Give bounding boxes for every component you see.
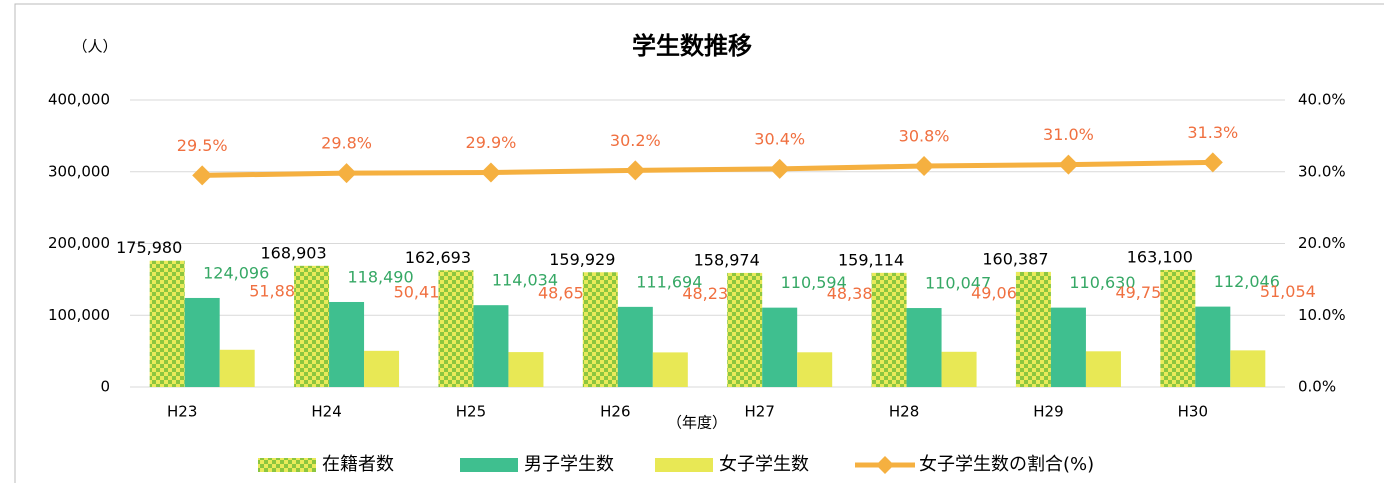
legend-label: 男子学生数 xyxy=(524,454,614,475)
data-label: 160,387 xyxy=(982,249,1048,268)
legend-label: 女子学生数 xyxy=(719,454,809,475)
y2-tick-label: 30.0% xyxy=(1298,162,1346,180)
legend-label: 在籍者数 xyxy=(322,454,394,475)
data-label: 29.5% xyxy=(177,136,228,155)
data-label: 48,659 xyxy=(538,284,594,303)
y2-tick-label: 10.0% xyxy=(1298,306,1346,324)
line-marker xyxy=(336,163,357,184)
line-marker xyxy=(1202,152,1223,173)
data-label: 48,380 xyxy=(827,284,883,303)
line-marker xyxy=(192,165,213,186)
bar xyxy=(617,306,653,387)
bar xyxy=(1160,269,1196,387)
bar xyxy=(871,272,907,387)
legend-marker xyxy=(876,456,894,474)
bar xyxy=(1230,350,1266,387)
line-marker xyxy=(1058,154,1079,175)
x-tick-label: H24 xyxy=(311,403,341,421)
y2-tick-label: 0.0% xyxy=(1298,378,1336,396)
data-label: 175,980 xyxy=(116,238,182,257)
y-tick-label: 400,000 xyxy=(48,91,110,109)
x-tick-label: H25 xyxy=(456,403,486,421)
data-label: 49,757 xyxy=(1115,283,1171,302)
data-label: 168,903 xyxy=(260,243,326,262)
bar xyxy=(1195,306,1231,387)
x-tick-label: H29 xyxy=(1033,403,1063,421)
line-marker xyxy=(769,158,790,179)
chart-title: 学生数推移 xyxy=(632,32,752,60)
legend-swatch xyxy=(460,458,518,472)
bar xyxy=(149,260,185,387)
y2-tick-label: 40.0% xyxy=(1298,91,1346,109)
line xyxy=(202,159,1213,178)
data-label: 118,490 xyxy=(347,267,413,286)
bar xyxy=(294,265,330,387)
frame xyxy=(14,3,1384,483)
bar xyxy=(508,352,544,387)
y-tick-label: 100,000 xyxy=(48,306,110,324)
bar xyxy=(1085,351,1121,387)
data-label: 163,100 xyxy=(1127,247,1193,266)
bar xyxy=(438,270,474,387)
data-label: 159,114 xyxy=(838,250,904,269)
bar xyxy=(762,307,798,387)
bar xyxy=(652,352,688,387)
bar xyxy=(906,308,942,387)
x-axis-label: （年度） xyxy=(667,414,727,432)
bar xyxy=(219,349,255,387)
data-label: 51,884 xyxy=(249,281,305,300)
line-marker xyxy=(480,162,501,183)
y-tick-label: 0 xyxy=(100,378,110,396)
data-label: 29.8% xyxy=(321,134,372,153)
x-tick-label: H28 xyxy=(889,403,919,421)
data-label: 159,929 xyxy=(549,250,615,269)
legend-swatch xyxy=(258,458,316,472)
bar xyxy=(727,272,763,387)
bar xyxy=(797,352,833,387)
x-tick-label: H30 xyxy=(1178,403,1208,421)
data-label: 124,096 xyxy=(203,263,269,282)
bar xyxy=(1015,271,1051,387)
bar xyxy=(329,301,365,387)
data-label: 114,034 xyxy=(492,271,558,290)
bar xyxy=(473,305,509,387)
bar xyxy=(184,297,220,387)
data-label: 110,047 xyxy=(925,274,991,293)
data-label: 110,594 xyxy=(781,273,847,292)
data-label: 112,046 xyxy=(1214,272,1280,291)
bar xyxy=(582,272,618,387)
bar xyxy=(941,351,977,387)
legend-swatch xyxy=(655,458,713,472)
bar xyxy=(1050,307,1086,387)
bar xyxy=(364,350,400,387)
legend-label: 女子学生数の割合(%) xyxy=(919,454,1094,475)
data-label: 51,054 xyxy=(1260,282,1316,301)
y-axis-label: （人） xyxy=(72,38,117,56)
data-label: 158,974 xyxy=(694,250,760,269)
line-marker xyxy=(914,156,935,177)
x-tick-label: H26 xyxy=(600,403,630,421)
data-label: 162,693 xyxy=(405,248,471,267)
data-label: 30.8% xyxy=(899,127,950,146)
data-label: 30.4% xyxy=(754,129,805,148)
data-label: 111,694 xyxy=(636,272,702,291)
data-label: 48,235 xyxy=(682,284,738,303)
y2-tick-label: 20.0% xyxy=(1298,234,1346,252)
data-label: 110,630 xyxy=(1069,273,1135,292)
data-label: 49,067 xyxy=(971,283,1027,302)
data-label: 50,413 xyxy=(394,282,450,301)
y-tick-label: 200,000 xyxy=(48,234,110,252)
data-label: 31.3% xyxy=(1187,123,1238,142)
line-marker xyxy=(625,160,646,181)
data-label: 29.9% xyxy=(466,133,517,152)
y-tick-label: 300,000 xyxy=(48,162,110,180)
data-label: 30.2% xyxy=(610,131,661,150)
x-tick-label: H23 xyxy=(167,403,197,421)
data-label: 31.0% xyxy=(1043,125,1094,144)
x-tick-label: H27 xyxy=(745,403,775,421)
